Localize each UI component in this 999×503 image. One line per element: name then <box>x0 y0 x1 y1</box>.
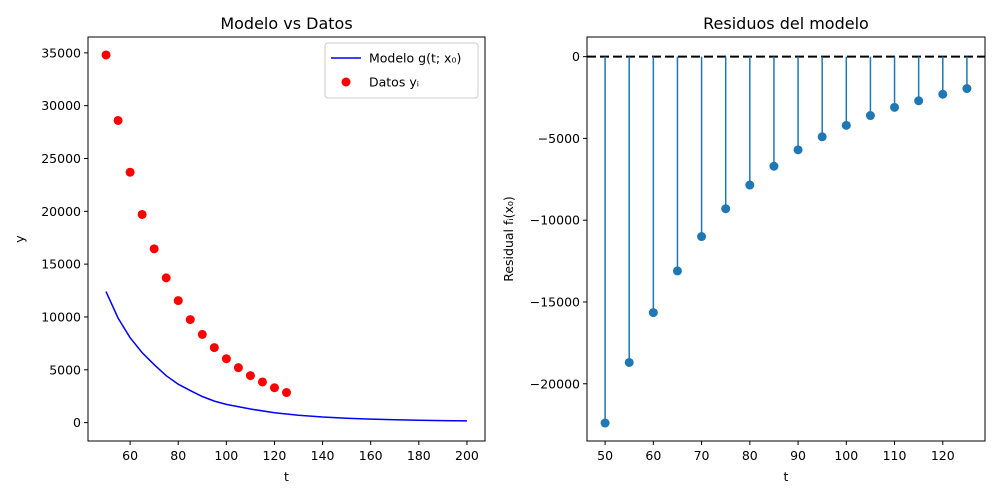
stem-marker <box>697 232 707 242</box>
stem-marker <box>721 204 731 214</box>
chart-title: Residuos del modelo <box>703 14 869 33</box>
y-tick-label: 20000 <box>41 204 81 219</box>
plot-frame <box>586 36 986 442</box>
legend-entry-data: Datos yᵢ <box>369 75 419 90</box>
x-tick-label: 60 <box>645 448 661 463</box>
legend-box <box>324 42 479 99</box>
data-point <box>257 377 267 387</box>
x-axis-label: t <box>784 469 789 484</box>
panel-residuos: Residuos del modelo t Residual fᵢ(x₀) 50… <box>501 14 986 484</box>
model-line <box>105 291 468 422</box>
stem-marker <box>793 145 803 155</box>
data-point <box>185 315 195 325</box>
legend-scatter-swatch <box>341 77 351 87</box>
y-tick-label: 30000 <box>41 98 81 113</box>
y-tick-label: 25000 <box>41 151 81 166</box>
stem-marker <box>841 120 851 130</box>
x-tick-label: 160 <box>359 448 383 463</box>
data-point <box>161 273 171 283</box>
data-point <box>197 329 207 339</box>
stem-marker <box>745 180 755 190</box>
y-tick-label: 35000 <box>41 45 81 60</box>
legend-entry-model: Modelo g(t; x₀) <box>369 51 461 66</box>
axis-ticks: 50 60 70 80 90 100 110 120 0 −5000 −10000 −15000 −20… <box>530 49 955 463</box>
legend: Modelo g(t; x₀) Datos yᵢ <box>324 42 479 99</box>
data-point <box>282 388 291 398</box>
stem-marker <box>962 84 972 94</box>
stem-marker <box>914 96 924 106</box>
stem-marker <box>817 132 827 142</box>
x-tick-label: 140 <box>311 448 335 463</box>
y-tick-label: −5000 <box>538 131 580 146</box>
x-tick-label: 100 <box>834 448 858 463</box>
x-tick-label: 200 <box>455 448 479 463</box>
stem-marker <box>938 89 948 99</box>
stem-marker <box>672 266 682 276</box>
data-point <box>221 354 231 364</box>
data-point <box>149 244 159 254</box>
y-axis-label: y <box>12 235 27 243</box>
x-tick-label: 70 <box>694 448 710 463</box>
y-axis-label: Residual fᵢ(x₀) <box>501 196 516 282</box>
y-tick-label: 0 <box>73 415 81 430</box>
x-tick-label: 100 <box>214 448 238 463</box>
x-axis-label: t <box>284 469 289 484</box>
y-tick-label: 10000 <box>41 309 81 324</box>
data-point <box>209 343 219 353</box>
y-tick-label: −20000 <box>530 376 580 391</box>
y-tick-label: −10000 <box>530 213 580 228</box>
axis-ticks: 60 80 100 120 140 160 180 200 0 5000 10000 15000 200… <box>41 45 479 463</box>
data-point <box>101 50 111 60</box>
x-tick-label: 80 <box>742 448 758 463</box>
data-point <box>125 167 135 177</box>
x-tick-label: 50 <box>597 448 613 463</box>
plot-marks <box>587 55 985 428</box>
data-point <box>245 371 255 381</box>
stem-marker <box>648 308 658 318</box>
panel-modelo-vs-datos: Modelo vs Datos t y 60 80 100 120 140 160 180 2… <box>12 14 486 484</box>
x-tick-label: 180 <box>407 448 431 463</box>
data-point <box>173 296 183 306</box>
stem-marker <box>865 111 875 121</box>
x-tick-label: 60 <box>122 448 138 463</box>
x-tick-label: 90 <box>790 448 806 463</box>
y-tick-label: 5000 <box>49 362 81 377</box>
data-point <box>137 209 147 219</box>
stem-marker <box>624 357 634 367</box>
y-tick-label: 0 <box>572 49 580 64</box>
data-point <box>269 383 279 393</box>
y-tick-label: 15000 <box>41 257 81 272</box>
x-tick-label: 120 <box>931 448 955 463</box>
stem-marker <box>769 161 779 171</box>
stem-marker <box>600 418 610 428</box>
stem-marker <box>890 102 900 112</box>
plot-frame <box>87 36 486 442</box>
x-tick-label: 120 <box>263 448 287 463</box>
x-tick-label: 80 <box>170 448 186 463</box>
x-tick-label: 110 <box>883 448 907 463</box>
chart-title: Modelo vs Datos <box>220 14 352 33</box>
plot-marks <box>101 50 468 422</box>
data-point <box>113 115 123 125</box>
data-point <box>233 363 243 373</box>
y-tick-label: −15000 <box>530 294 580 309</box>
